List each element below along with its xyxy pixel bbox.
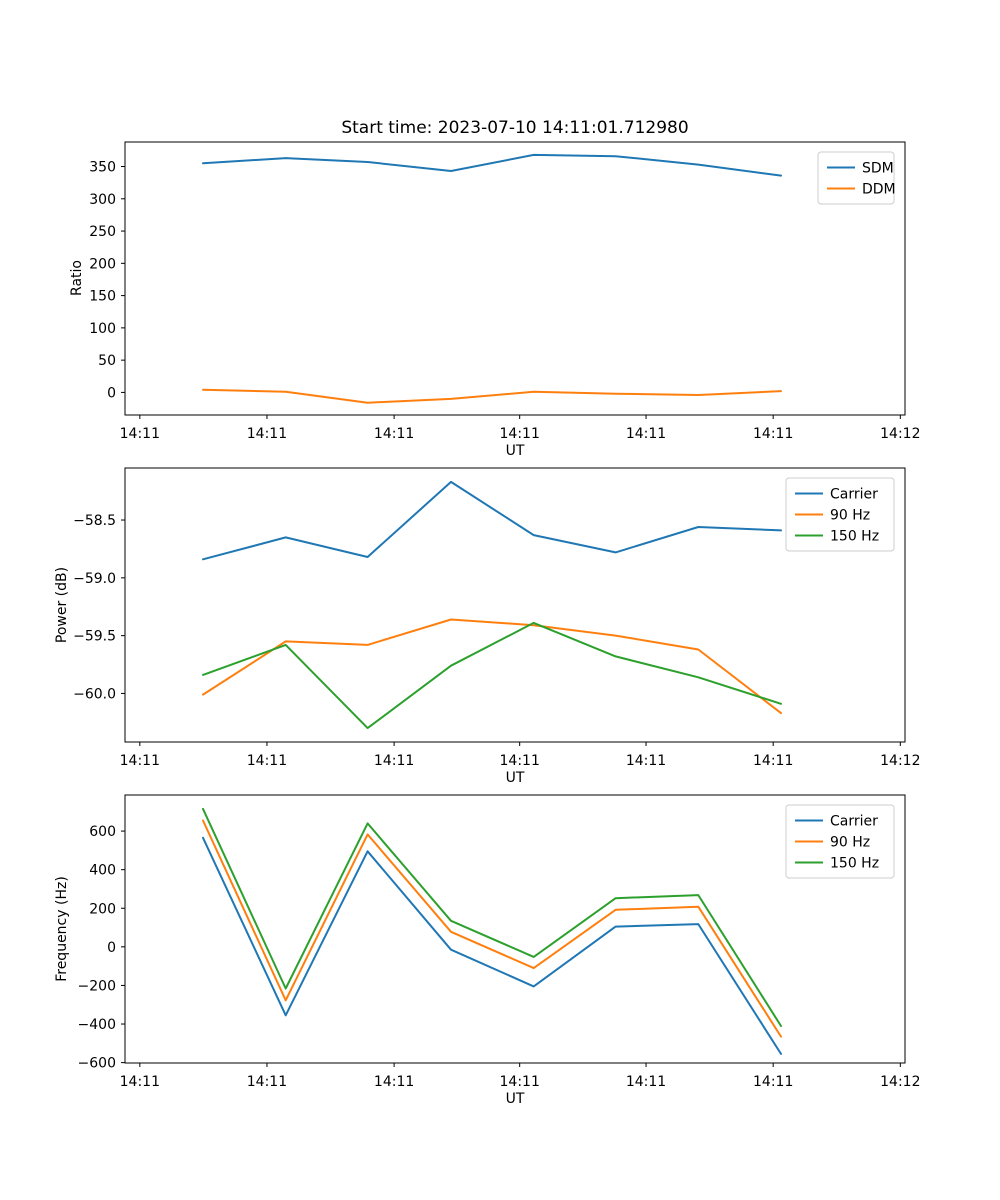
y-tick-label: −200 (78, 978, 116, 994)
legend (817, 151, 895, 205)
line-150-hz (202, 621, 782, 730)
y-tick-label: −400 (78, 1017, 116, 1033)
y-tick-label: −59.5 (73, 629, 116, 645)
x-tick-label: 14:11 (753, 1074, 793, 1090)
y-tick-label: 50 (98, 353, 116, 369)
plot-area-1 (124, 141, 906, 416)
legend-entry-label: 150 Hz (830, 529, 879, 545)
x-tick-label: 14:11 (626, 753, 666, 769)
x-tick-label: 14:11 (753, 753, 793, 769)
x-tick-label: 14:12 (880, 426, 920, 442)
y-tick-label: 200 (89, 256, 116, 272)
x-tick-label: 14:11 (500, 1074, 540, 1090)
y-tick-label: 0 (107, 385, 116, 401)
x-tick-label: 14:11 (500, 426, 540, 442)
x-tick-label: 14:11 (247, 426, 287, 442)
line-carrier (202, 836, 782, 1055)
line-carrier (202, 480, 782, 561)
legend-entry-label: SDM (862, 161, 894, 177)
line-90-hz (202, 618, 782, 715)
x-tick-label: 14:12 (880, 753, 920, 769)
y-tick-label: 100 (89, 321, 116, 337)
y-tick-label: −59.0 (73, 571, 116, 587)
plot-area-3 (124, 794, 906, 1064)
y-tick-label: 150 (89, 289, 116, 305)
legend-entry-label: DDM (862, 182, 896, 198)
legend-entry-label: 90 Hz (830, 835, 870, 851)
plot-area-2 (124, 467, 906, 743)
y-tick-label: 200 (89, 901, 116, 917)
x-tick-label: 14:11 (500, 753, 540, 769)
figure-title: Start time: 2023-07-10 14:11:01.712980 (341, 118, 689, 138)
y-tick-label: 0 (107, 940, 116, 956)
x-axis-label-ut-2: UT (505, 770, 525, 786)
legend (785, 477, 895, 552)
line-90-hz (202, 819, 782, 1038)
x-tick-label: 14:11 (626, 1074, 666, 1090)
y-tick-label: −600 (78, 1056, 116, 1072)
line-ddm (202, 388, 782, 404)
y-tick-label: 250 (89, 224, 116, 240)
x-tick-label: 14:11 (374, 426, 414, 442)
y-tick-label: −58.5 (73, 513, 116, 529)
line-sdm (202, 153, 782, 177)
x-tick-label: 14:11 (120, 426, 160, 442)
x-axis-label-ut-3: UT (505, 1091, 525, 1107)
y-tick-label: 400 (89, 863, 116, 879)
legend (785, 804, 895, 879)
legend-entry-label: Carrier (830, 814, 878, 830)
x-axis-label-ut-1: UT (505, 443, 525, 459)
y-tick-label: 350 (89, 160, 116, 176)
x-tick-label: 14:11 (753, 426, 793, 442)
legend-entry-label: 150 Hz (830, 856, 879, 872)
legend-entry-label: Carrier (830, 487, 878, 503)
y-tick-label: 600 (89, 824, 116, 840)
x-tick-label: 14:11 (374, 1074, 414, 1090)
x-tick-label: 14:11 (120, 753, 160, 769)
x-tick-label: 14:11 (120, 1074, 160, 1090)
x-tick-label: 14:11 (247, 753, 287, 769)
x-tick-label: 14:11 (626, 426, 666, 442)
x-tick-label: 14:11 (247, 1074, 287, 1090)
legend-entry-label: 90 Hz (830, 508, 870, 524)
line-150-hz (202, 807, 782, 1027)
x-tick-label: 14:12 (880, 1074, 920, 1090)
y-tick-label: 300 (89, 192, 116, 208)
y-tick-label: −60.0 (73, 686, 116, 702)
x-tick-label: 14:11 (374, 753, 414, 769)
